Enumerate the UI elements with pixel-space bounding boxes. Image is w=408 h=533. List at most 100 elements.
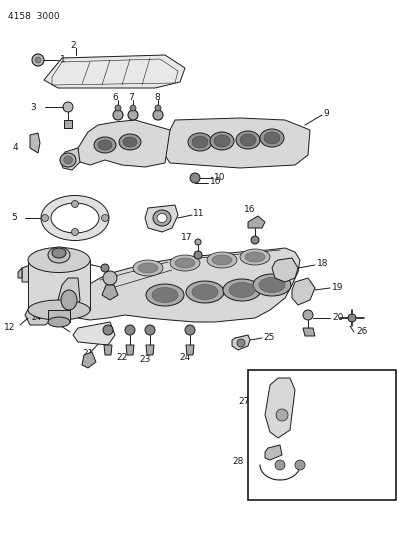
Circle shape: [42, 214, 49, 222]
Polygon shape: [72, 120, 170, 167]
Ellipse shape: [98, 140, 112, 150]
Polygon shape: [60, 148, 80, 170]
Text: 16: 16: [244, 206, 256, 214]
Text: 4: 4: [12, 142, 18, 151]
Polygon shape: [30, 133, 40, 153]
Text: 21: 21: [82, 349, 94, 358]
Circle shape: [194, 251, 202, 259]
Ellipse shape: [64, 156, 73, 164]
Circle shape: [145, 325, 155, 335]
Circle shape: [71, 200, 78, 207]
Text: 10: 10: [210, 177, 222, 187]
Circle shape: [153, 110, 163, 120]
Ellipse shape: [52, 248, 66, 258]
Ellipse shape: [153, 210, 171, 226]
Polygon shape: [64, 120, 72, 128]
Circle shape: [251, 236, 259, 244]
Ellipse shape: [192, 136, 208, 148]
Ellipse shape: [223, 279, 261, 301]
Circle shape: [195, 239, 201, 245]
Text: 17: 17: [180, 233, 192, 243]
Ellipse shape: [152, 287, 178, 303]
Polygon shape: [73, 322, 115, 345]
Circle shape: [32, 54, 44, 66]
Polygon shape: [248, 216, 265, 228]
Polygon shape: [303, 328, 315, 336]
Text: 9: 9: [323, 109, 329, 117]
Text: 8: 8: [154, 93, 160, 101]
Ellipse shape: [51, 203, 99, 233]
Ellipse shape: [146, 284, 184, 306]
Circle shape: [103, 325, 113, 335]
Polygon shape: [22, 265, 30, 282]
Ellipse shape: [264, 132, 280, 144]
Polygon shape: [272, 258, 298, 282]
Polygon shape: [186, 345, 194, 355]
Circle shape: [185, 325, 195, 335]
Circle shape: [276, 409, 288, 421]
Text: 24: 24: [180, 352, 191, 361]
Text: 22: 22: [116, 352, 128, 361]
Circle shape: [295, 460, 305, 470]
Circle shape: [155, 105, 161, 111]
Ellipse shape: [119, 134, 141, 150]
Polygon shape: [265, 378, 295, 438]
Ellipse shape: [41, 196, 109, 240]
Polygon shape: [292, 278, 315, 305]
Ellipse shape: [229, 282, 255, 297]
Text: 15: 15: [67, 255, 78, 264]
Text: 1: 1: [60, 55, 66, 64]
Ellipse shape: [245, 252, 265, 262]
Ellipse shape: [253, 274, 291, 296]
Text: 10: 10: [214, 174, 226, 182]
Ellipse shape: [170, 255, 200, 271]
Text: 5: 5: [11, 214, 17, 222]
Ellipse shape: [188, 133, 212, 151]
Ellipse shape: [48, 317, 70, 327]
Polygon shape: [25, 295, 60, 325]
Polygon shape: [48, 310, 70, 322]
Polygon shape: [44, 55, 185, 88]
Circle shape: [303, 310, 313, 320]
Polygon shape: [146, 345, 154, 355]
Ellipse shape: [94, 137, 116, 153]
Circle shape: [115, 105, 121, 111]
Ellipse shape: [240, 249, 270, 265]
Polygon shape: [232, 335, 250, 350]
Ellipse shape: [212, 255, 232, 265]
Polygon shape: [265, 445, 282, 460]
Text: 28: 28: [233, 457, 244, 466]
Ellipse shape: [186, 281, 224, 303]
Ellipse shape: [214, 135, 230, 147]
Polygon shape: [145, 205, 178, 232]
Circle shape: [35, 57, 41, 63]
Text: 12: 12: [4, 324, 15, 333]
Text: 26: 26: [356, 327, 367, 336]
Polygon shape: [126, 345, 134, 355]
Ellipse shape: [175, 258, 195, 268]
Text: 4158  3000: 4158 3000: [8, 12, 60, 21]
Circle shape: [113, 110, 123, 120]
Ellipse shape: [123, 137, 137, 147]
Ellipse shape: [260, 129, 284, 147]
Text: 3: 3: [30, 102, 36, 111]
Circle shape: [237, 339, 245, 347]
Polygon shape: [68, 248, 300, 322]
Circle shape: [130, 105, 136, 111]
Polygon shape: [102, 285, 118, 300]
Polygon shape: [104, 345, 112, 355]
Text: 2: 2: [70, 41, 76, 50]
Text: 13: 13: [132, 264, 144, 273]
Bar: [248, 370, 396, 500]
Ellipse shape: [192, 285, 218, 300]
Circle shape: [128, 110, 138, 120]
Ellipse shape: [60, 153, 76, 167]
Ellipse shape: [61, 290, 77, 310]
Ellipse shape: [138, 263, 158, 273]
Text: 25: 25: [263, 333, 274, 342]
Circle shape: [63, 102, 73, 112]
Ellipse shape: [210, 132, 234, 150]
Polygon shape: [82, 352, 96, 368]
Polygon shape: [18, 268, 22, 278]
Text: 7: 7: [128, 93, 134, 101]
